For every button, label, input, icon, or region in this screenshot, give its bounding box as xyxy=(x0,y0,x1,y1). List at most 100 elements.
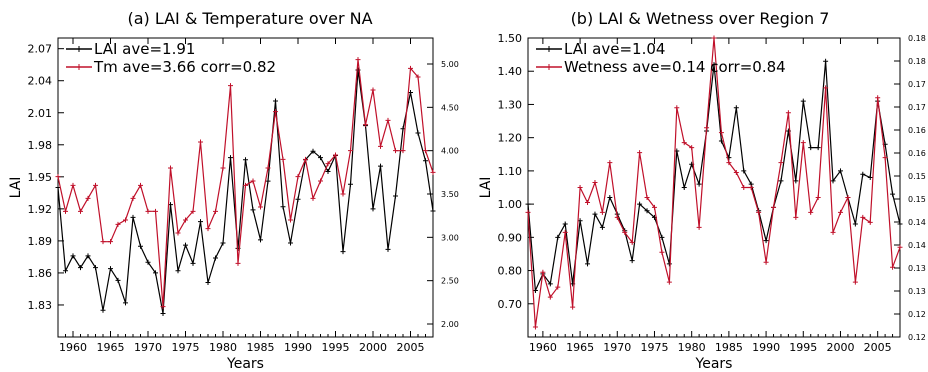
legend-item-1: Tm ave=3.66 corr=0.82 xyxy=(66,58,276,76)
x-tick-label: 1995 xyxy=(322,341,350,354)
data-point xyxy=(614,214,620,220)
y-tick-label: 1.40 xyxy=(498,65,523,78)
data-point xyxy=(385,117,391,123)
y2-tick-label: 0.15 xyxy=(908,172,926,181)
data-point xyxy=(823,58,829,64)
legend-marker xyxy=(76,64,82,70)
data-point xyxy=(340,249,346,255)
data-point xyxy=(808,145,814,151)
x-tick-label: 1980 xyxy=(678,341,706,354)
chart-panel-a: (a) LAI & Temperature over NA 1960 1965 197… xyxy=(8,9,459,372)
y-tick-label: 0.80 xyxy=(498,265,523,278)
y-axis-label: LAI xyxy=(478,177,494,199)
data-point xyxy=(288,217,293,223)
data-point xyxy=(547,281,553,287)
data-point xyxy=(108,266,113,272)
data-point xyxy=(355,57,361,63)
data-point xyxy=(696,181,702,187)
data-point xyxy=(205,226,211,232)
legend-marker xyxy=(546,64,552,70)
data-point xyxy=(70,182,76,188)
data-point xyxy=(644,194,650,200)
data-point xyxy=(160,311,166,317)
data-point xyxy=(532,287,538,293)
data-point xyxy=(592,211,598,217)
data-point xyxy=(130,214,136,220)
x-tick-label: 1970 xyxy=(134,341,162,354)
data-point xyxy=(815,194,821,200)
y2-tick-label: 0.13 xyxy=(908,264,926,273)
data-point xyxy=(183,217,188,223)
data-point xyxy=(123,300,128,306)
data-point xyxy=(258,237,263,243)
legend-item-1: Wetness ave=0.14 corr=0.84 xyxy=(536,58,786,76)
data-point xyxy=(778,178,784,184)
data-point xyxy=(325,161,331,167)
data-point xyxy=(860,171,866,177)
y2-tick-label: 0.17 xyxy=(908,80,926,89)
data-point xyxy=(525,209,531,215)
data-point xyxy=(592,180,598,186)
y2-tick-label: 2.00 xyxy=(441,320,459,329)
chart-title: (b) LAI & Wetness over Region 7 xyxy=(571,9,830,28)
data-point xyxy=(198,139,203,145)
legend-marker xyxy=(76,46,82,52)
y-tick-label: 2.01 xyxy=(28,107,53,120)
data-point xyxy=(70,253,76,259)
y-tick-label: 0.70 xyxy=(498,298,523,311)
legend-label: Tm ave=3.66 corr=0.82 xyxy=(93,58,276,76)
data-point xyxy=(415,130,421,136)
data-point xyxy=(190,260,196,266)
data-point xyxy=(808,209,814,215)
data-point xyxy=(741,185,747,190)
data-point xyxy=(295,196,301,202)
data-point xyxy=(310,195,316,201)
data-point xyxy=(711,35,717,41)
data-point xyxy=(733,170,739,176)
data-point xyxy=(340,191,346,197)
data-point xyxy=(852,221,858,227)
data-point xyxy=(748,185,754,190)
data-point xyxy=(540,269,546,275)
data-point xyxy=(622,229,628,235)
data-point xyxy=(555,284,561,290)
data-point xyxy=(213,255,218,261)
data-point xyxy=(562,229,568,235)
data-point xyxy=(115,221,121,227)
data-point xyxy=(423,158,428,164)
data-point xyxy=(213,208,218,214)
data-point xyxy=(228,155,233,161)
data-point xyxy=(733,105,739,111)
data-point xyxy=(318,155,323,161)
data-point xyxy=(659,249,665,255)
data-point xyxy=(85,253,91,259)
y-tick-label: 1.92 xyxy=(28,203,53,216)
data-point xyxy=(115,277,121,283)
data-point xyxy=(243,182,248,188)
data-point xyxy=(175,268,181,274)
data-point xyxy=(265,178,271,184)
data-point xyxy=(430,169,436,175)
data-point xyxy=(555,234,561,240)
data-point xyxy=(875,95,881,101)
data-point xyxy=(837,168,843,174)
y2-tick-label: 3.00 xyxy=(441,233,459,242)
data-point xyxy=(607,160,613,166)
data-point xyxy=(689,145,695,151)
data-point xyxy=(198,219,203,225)
data-point xyxy=(800,98,806,104)
series-0 xyxy=(525,58,903,293)
data-point xyxy=(378,143,383,149)
data-point xyxy=(852,279,858,285)
data-point xyxy=(370,206,376,212)
data-point xyxy=(55,185,61,190)
data-point xyxy=(153,208,158,214)
x-tick-label: 1985 xyxy=(715,341,743,354)
y2-tick-label: 0.14 xyxy=(908,218,926,227)
x-tick-label: 1965 xyxy=(97,341,125,354)
data-point xyxy=(793,214,799,220)
y-tick-label: 2.07 xyxy=(28,43,53,56)
data-point xyxy=(138,243,143,249)
data-point xyxy=(78,265,83,271)
data-point xyxy=(325,168,331,174)
